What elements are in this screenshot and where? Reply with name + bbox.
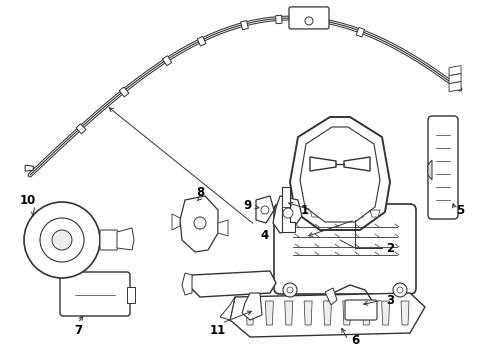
FancyBboxPatch shape xyxy=(288,7,328,29)
Polygon shape xyxy=(76,124,86,134)
Polygon shape xyxy=(284,301,292,325)
Polygon shape xyxy=(162,56,171,66)
Text: 8: 8 xyxy=(196,185,203,198)
Text: 4: 4 xyxy=(260,229,268,242)
Polygon shape xyxy=(448,82,460,91)
Polygon shape xyxy=(343,157,369,171)
Polygon shape xyxy=(265,301,273,325)
Polygon shape xyxy=(218,220,227,236)
Polygon shape xyxy=(309,210,319,217)
Polygon shape xyxy=(282,187,294,232)
Polygon shape xyxy=(362,301,369,325)
Circle shape xyxy=(286,287,292,293)
Polygon shape xyxy=(309,157,335,171)
Polygon shape xyxy=(242,293,262,320)
Polygon shape xyxy=(119,87,129,97)
Polygon shape xyxy=(427,160,431,180)
FancyBboxPatch shape xyxy=(345,300,376,320)
Circle shape xyxy=(305,17,312,25)
Polygon shape xyxy=(245,301,253,325)
Polygon shape xyxy=(448,73,460,84)
Polygon shape xyxy=(127,287,135,303)
Polygon shape xyxy=(172,214,180,230)
Circle shape xyxy=(396,287,402,293)
Polygon shape xyxy=(400,301,408,325)
Polygon shape xyxy=(339,210,349,217)
Circle shape xyxy=(194,217,205,229)
Polygon shape xyxy=(229,293,424,337)
Polygon shape xyxy=(448,66,460,76)
FancyBboxPatch shape xyxy=(427,116,457,219)
Polygon shape xyxy=(240,21,248,30)
Polygon shape xyxy=(325,288,336,305)
Polygon shape xyxy=(369,210,379,217)
Text: 2: 2 xyxy=(385,242,393,255)
Circle shape xyxy=(283,208,292,218)
Text: 3: 3 xyxy=(385,293,393,306)
Polygon shape xyxy=(256,196,273,223)
FancyBboxPatch shape xyxy=(273,204,415,294)
Polygon shape xyxy=(323,301,331,325)
Polygon shape xyxy=(381,301,389,325)
Circle shape xyxy=(24,202,100,278)
Polygon shape xyxy=(289,117,389,230)
Polygon shape xyxy=(197,36,205,46)
Polygon shape xyxy=(355,27,364,37)
Text: 9: 9 xyxy=(244,198,252,212)
Text: 7: 7 xyxy=(74,324,82,337)
Polygon shape xyxy=(100,230,120,250)
Text: 1: 1 xyxy=(300,203,308,216)
Polygon shape xyxy=(304,301,311,325)
Text: 10: 10 xyxy=(20,194,36,207)
Circle shape xyxy=(392,283,406,297)
Polygon shape xyxy=(220,297,235,320)
Polygon shape xyxy=(275,15,282,24)
Polygon shape xyxy=(117,228,134,250)
Circle shape xyxy=(52,230,72,250)
Polygon shape xyxy=(325,210,334,217)
Polygon shape xyxy=(25,165,33,171)
Text: 5: 5 xyxy=(455,203,463,216)
Polygon shape xyxy=(313,17,321,25)
Polygon shape xyxy=(182,273,192,295)
Polygon shape xyxy=(180,196,218,252)
Circle shape xyxy=(283,283,296,297)
Circle shape xyxy=(261,206,268,214)
Polygon shape xyxy=(354,210,364,217)
Polygon shape xyxy=(342,301,350,325)
Circle shape xyxy=(40,218,84,262)
Polygon shape xyxy=(299,127,379,222)
Text: 6: 6 xyxy=(350,333,358,346)
Text: 11: 11 xyxy=(209,324,225,337)
Polygon shape xyxy=(272,196,302,233)
Polygon shape xyxy=(190,271,275,297)
FancyBboxPatch shape xyxy=(60,272,130,316)
